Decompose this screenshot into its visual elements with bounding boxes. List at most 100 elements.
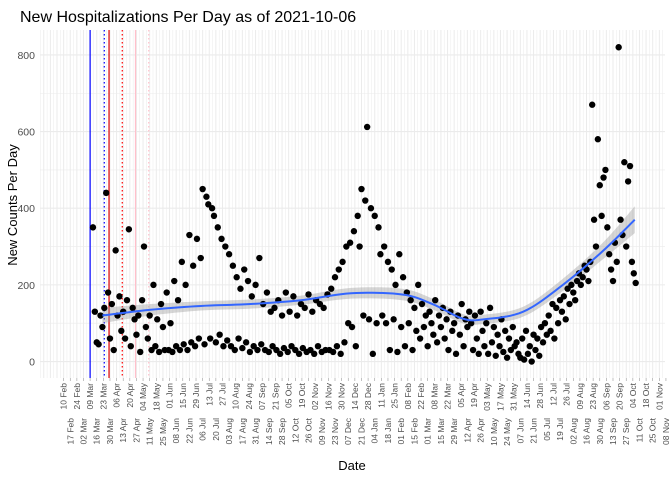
x-tick-label: 19 Apr bbox=[469, 383, 479, 408]
data-point bbox=[435, 312, 443, 319]
data-point bbox=[624, 178, 632, 185]
data-point bbox=[623, 243, 630, 250]
x-tick-label: 25 Jan bbox=[390, 383, 400, 409]
x-tick-label: 27 Apr bbox=[131, 418, 141, 443]
x-tick-label: 06 Jul bbox=[198, 418, 208, 441]
data-point bbox=[180, 341, 187, 348]
x-tick-label: 23 Mar bbox=[98, 383, 108, 410]
x-tick-label: 13 Apr bbox=[118, 418, 128, 443]
x-axis-label: Date bbox=[338, 458, 365, 473]
data-point bbox=[239, 344, 246, 352]
data-point bbox=[252, 281, 259, 289]
data-point bbox=[112, 247, 119, 254]
data-point bbox=[568, 281, 575, 289]
x-tick-label: 13 Sep bbox=[608, 418, 618, 445]
data-point bbox=[539, 339, 547, 346]
data-point bbox=[621, 159, 628, 166]
data-point bbox=[492, 352, 499, 359]
y-tick-label: 400 bbox=[17, 203, 35, 215]
data-point bbox=[282, 289, 290, 296]
data-point bbox=[553, 304, 560, 312]
x-tick-label: 16 Mar bbox=[92, 418, 102, 445]
data-point bbox=[562, 316, 569, 323]
x-tick-label: 06 Sep bbox=[601, 383, 611, 410]
x-tick-label: 29 Jun bbox=[191, 383, 201, 409]
data-point bbox=[201, 341, 208, 348]
data-point bbox=[222, 243, 229, 250]
data-point bbox=[467, 319, 475, 327]
x-tick-label: 28 Jun bbox=[535, 383, 545, 409]
x-tick-label: 26 Apr bbox=[476, 418, 486, 443]
data-point bbox=[135, 312, 142, 319]
data-point bbox=[432, 296, 439, 304]
data-point bbox=[210, 212, 218, 220]
data-point bbox=[617, 216, 624, 223]
data-point bbox=[137, 348, 144, 356]
data-point bbox=[174, 296, 182, 304]
data-point bbox=[301, 304, 308, 312]
x-tick-label: 15 Feb bbox=[409, 418, 419, 445]
data-point bbox=[503, 354, 511, 361]
x-tick-label: 18 May bbox=[151, 382, 161, 411]
data-point bbox=[588, 101, 596, 108]
data-point bbox=[157, 300, 165, 308]
data-point bbox=[536, 352, 543, 359]
x-tick-label: 16 Nov bbox=[323, 382, 333, 410]
data-point bbox=[265, 348, 273, 356]
y-tick-label: 800 bbox=[17, 50, 35, 62]
data-point bbox=[502, 327, 509, 335]
data-point bbox=[184, 346, 191, 354]
x-tick-label: 05 Apr bbox=[456, 383, 466, 408]
data-point bbox=[416, 335, 424, 342]
data-point bbox=[203, 193, 210, 200]
x-tick-label: 26 Oct bbox=[304, 417, 314, 443]
x-tick-label: 27 Sep bbox=[621, 418, 631, 445]
data-point bbox=[509, 323, 516, 331]
data-point bbox=[133, 331, 140, 338]
data-point bbox=[102, 189, 110, 197]
y-axis-label: New Counts Per Day bbox=[5, 144, 20, 266]
data-point bbox=[212, 339, 220, 346]
data-point bbox=[328, 285, 335, 292]
y-tick-label: 0 bbox=[29, 357, 35, 369]
data-point bbox=[420, 323, 428, 331]
data-point bbox=[278, 312, 286, 319]
data-point bbox=[333, 342, 341, 350]
x-tick-label: 03 May bbox=[482, 382, 492, 411]
x-tick-label: 14 Sep bbox=[264, 418, 274, 445]
data-point bbox=[167, 319, 174, 327]
x-tick-label: 08 Jun bbox=[171, 418, 181, 444]
data-point bbox=[91, 308, 99, 315]
y-axis-ticks: 0 200 400 600 800 bbox=[17, 50, 35, 369]
x-tick-label: 19 Jul bbox=[555, 418, 565, 441]
data-point bbox=[159, 323, 167, 331]
data-point bbox=[178, 258, 186, 266]
data-point bbox=[358, 185, 365, 193]
x-tick-label: 10 Feb bbox=[59, 383, 69, 410]
data-point bbox=[519, 335, 526, 342]
x-tick-label: 06 Apr bbox=[112, 383, 122, 408]
data-point bbox=[551, 335, 558, 342]
x-tick-label: 04 May bbox=[138, 382, 148, 411]
data-point bbox=[241, 266, 248, 273]
data-point bbox=[121, 335, 129, 342]
x-tick-label: 10 May bbox=[489, 417, 499, 446]
data-point bbox=[116, 293, 123, 300]
data-point bbox=[577, 281, 585, 289]
data-point bbox=[433, 339, 441, 346]
data-point bbox=[144, 335, 151, 342]
x-tick-label: 02 Mar bbox=[78, 418, 88, 445]
data-point bbox=[513, 339, 520, 346]
data-point bbox=[494, 331, 501, 338]
data-point bbox=[365, 316, 373, 323]
data-point bbox=[348, 323, 356, 331]
x-tick-label: 21 Jun bbox=[529, 418, 539, 444]
data-point bbox=[554, 319, 562, 327]
x-tick-label: 08 Nov bbox=[661, 417, 671, 445]
data-point bbox=[163, 289, 170, 296]
data-point bbox=[522, 327, 530, 335]
x-tick-label: 31 Aug bbox=[251, 418, 261, 445]
data-point bbox=[607, 266, 615, 273]
data-point bbox=[377, 251, 384, 258]
x-tick-label: 28 Dec bbox=[363, 382, 373, 410]
